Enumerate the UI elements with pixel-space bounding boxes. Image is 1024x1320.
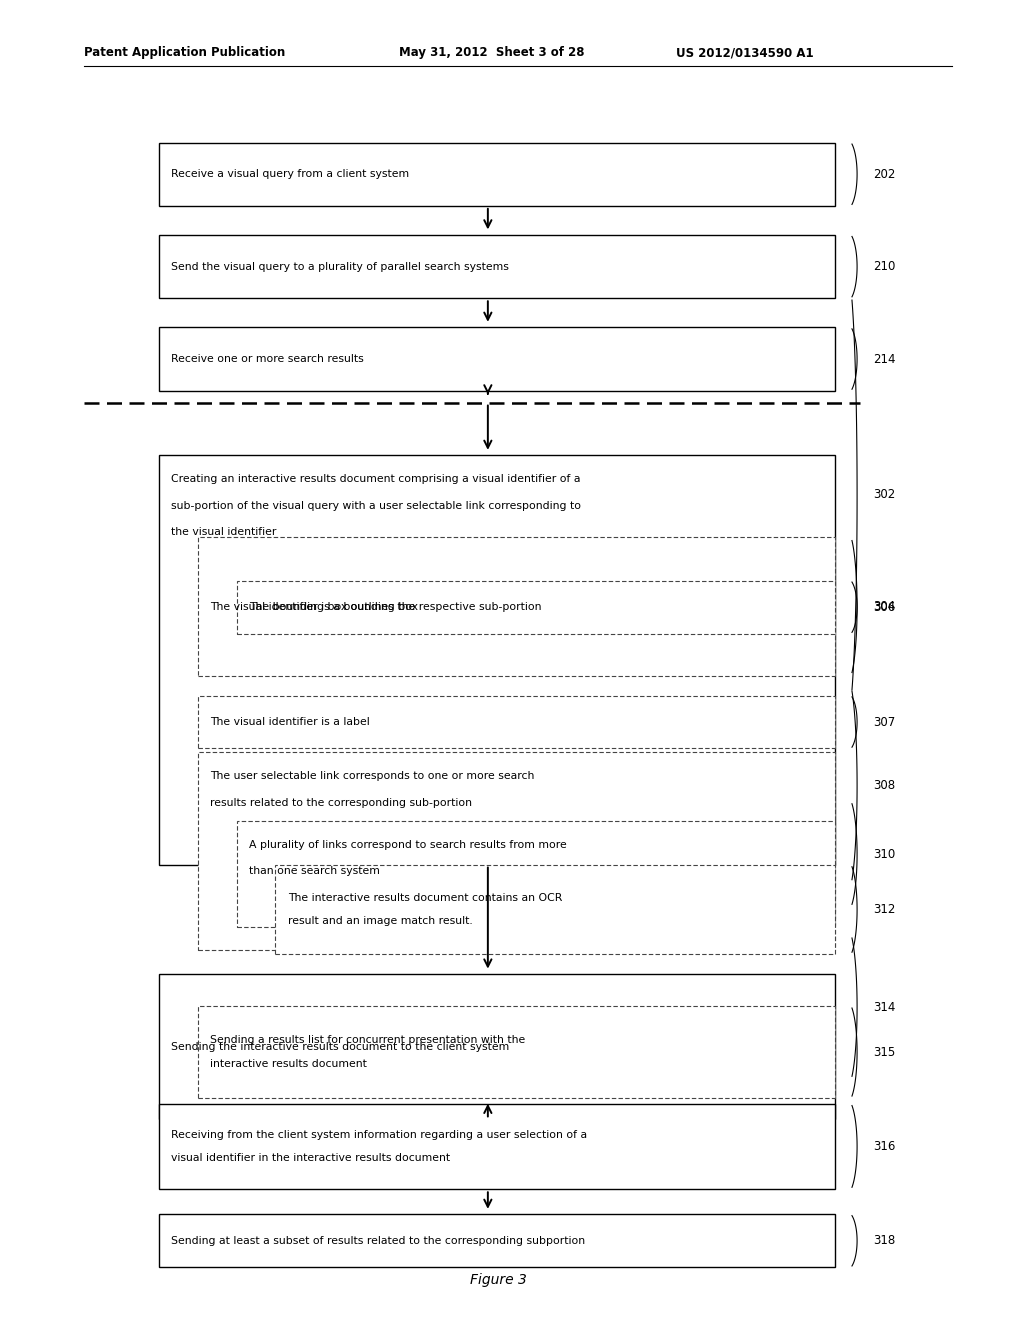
Text: 306: 306 xyxy=(873,601,896,614)
Text: The visual identifier is a label: The visual identifier is a label xyxy=(210,717,370,727)
Text: 302: 302 xyxy=(873,488,896,502)
Text: US 2012/0134590 A1: US 2012/0134590 A1 xyxy=(676,46,813,59)
Bar xyxy=(159,1214,835,1267)
Text: 304: 304 xyxy=(873,601,896,612)
Text: 202: 202 xyxy=(873,168,896,181)
Text: result and an image match result.: result and an image match result. xyxy=(288,916,472,927)
Text: Patent Application Publication: Patent Application Publication xyxy=(84,46,286,59)
Text: 308: 308 xyxy=(873,779,896,792)
Text: Sending the interactive results document to the client system: Sending the interactive results document… xyxy=(171,1041,509,1052)
Bar xyxy=(198,752,835,950)
Text: 316: 316 xyxy=(873,1140,896,1152)
Bar xyxy=(237,821,835,927)
Bar xyxy=(198,537,835,676)
Text: results related to the corresponding sub-portion: results related to the corresponding sub… xyxy=(210,797,472,808)
Text: 214: 214 xyxy=(873,352,896,366)
Bar xyxy=(237,581,835,634)
Text: Sending a results list for concurrent presentation with the: Sending a results list for concurrent pr… xyxy=(210,1035,525,1045)
Text: The bounding box outlines the respective sub-portion: The bounding box outlines the respective… xyxy=(249,602,542,612)
Text: A plurality of links correspond to search results from more: A plurality of links correspond to searc… xyxy=(249,840,566,850)
Text: 307: 307 xyxy=(873,715,896,729)
Text: sub-portion of the visual query with a user selectable link corresponding to: sub-portion of the visual query with a u… xyxy=(171,500,581,511)
Text: May 31, 2012  Sheet 3 of 28: May 31, 2012 Sheet 3 of 28 xyxy=(399,46,585,59)
Text: 314: 314 xyxy=(873,1001,896,1014)
Text: 315: 315 xyxy=(873,1045,896,1059)
Bar xyxy=(159,455,835,865)
Text: The user selectable link corresponds to one or more search: The user selectable link corresponds to … xyxy=(210,771,535,781)
Bar xyxy=(159,143,835,206)
Text: Send the visual query to a plurality of parallel search systems: Send the visual query to a plurality of … xyxy=(171,261,509,272)
Text: The interactive results document contains an OCR: The interactive results document contain… xyxy=(288,892,562,903)
Text: 310: 310 xyxy=(873,847,896,861)
Text: The visual identifier is a bounding box: The visual identifier is a bounding box xyxy=(210,602,418,611)
Text: Sending at least a subset of results related to the corresponding subportion: Sending at least a subset of results rel… xyxy=(171,1236,585,1246)
Text: Receive one or more search results: Receive one or more search results xyxy=(171,354,364,364)
Bar xyxy=(275,865,835,954)
Bar xyxy=(198,696,835,748)
Bar xyxy=(159,974,835,1119)
Bar xyxy=(159,1104,835,1189)
Text: Receiving from the client system information regarding a user selection of a: Receiving from the client system informa… xyxy=(171,1130,587,1139)
Text: 318: 318 xyxy=(873,1234,896,1247)
Text: Figure 3: Figure 3 xyxy=(470,1274,527,1287)
Text: the visual identifier: the visual identifier xyxy=(171,527,276,537)
Text: visual identifier in the interactive results document: visual identifier in the interactive res… xyxy=(171,1154,451,1163)
Bar xyxy=(159,235,835,298)
Bar xyxy=(198,1006,835,1098)
Bar xyxy=(159,327,835,391)
Text: 312: 312 xyxy=(873,903,896,916)
Text: interactive results document: interactive results document xyxy=(210,1059,367,1069)
Text: Receive a visual query from a client system: Receive a visual query from a client sys… xyxy=(171,169,410,180)
Text: Creating an interactive results document comprising a visual identifier of a: Creating an interactive results document… xyxy=(171,474,581,484)
Text: 210: 210 xyxy=(873,260,896,273)
Text: than one search system: than one search system xyxy=(249,866,380,876)
